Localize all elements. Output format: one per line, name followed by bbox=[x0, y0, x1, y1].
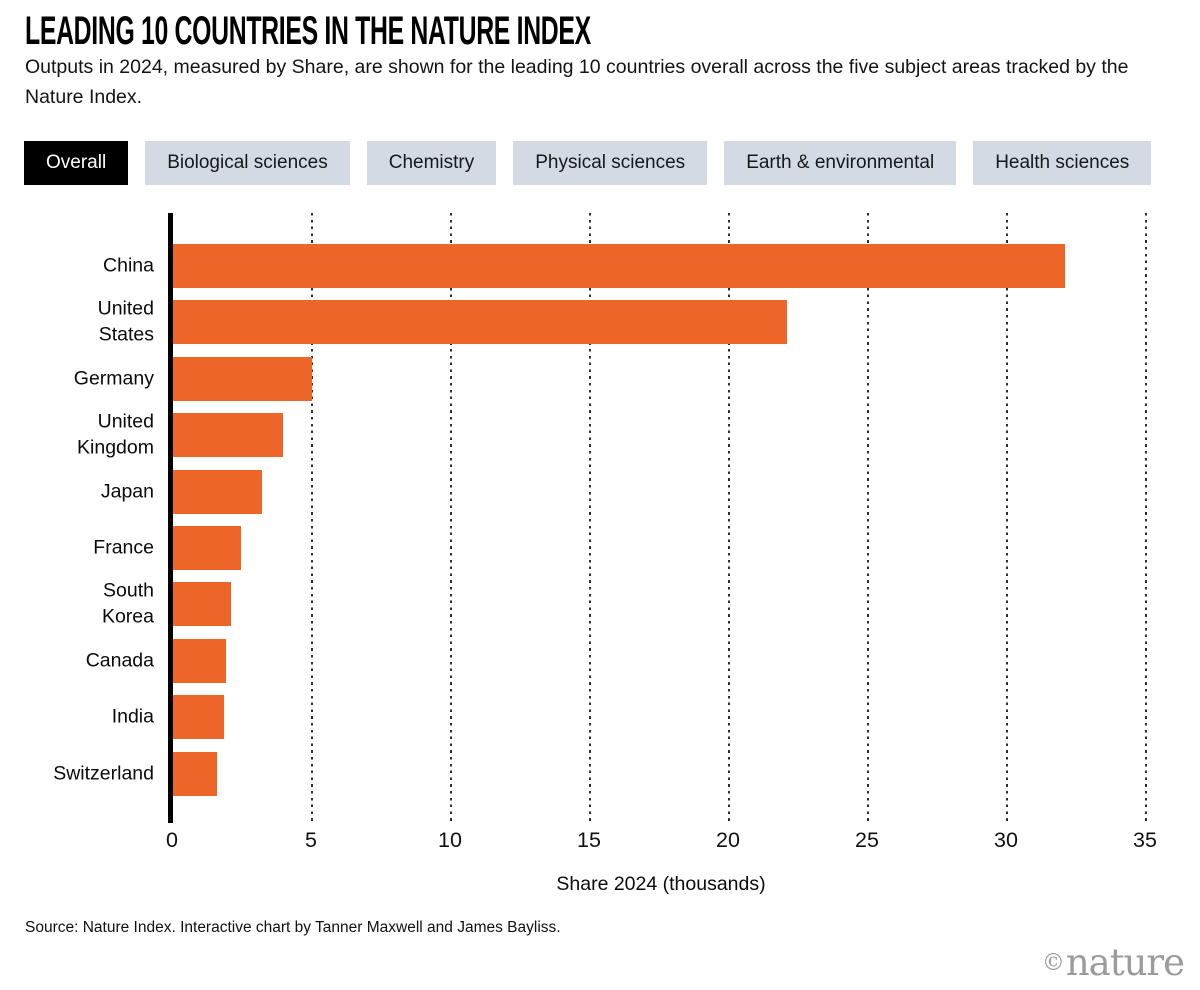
tab-physical-sciences[interactable]: Physical sciences bbox=[513, 141, 708, 185]
category-label-china: China bbox=[103, 254, 154, 277]
category-label-france: France bbox=[93, 536, 154, 559]
x-tick-label-35: 35 bbox=[1133, 828, 1157, 852]
bar-france[interactable] bbox=[173, 526, 242, 570]
gridline-25 bbox=[867, 213, 869, 822]
copyright-mark: © bbox=[1041, 950, 1065, 976]
bar-canada[interactable] bbox=[173, 638, 226, 683]
x-tick-label-20: 20 bbox=[716, 828, 740, 852]
x-tick-label-5: 5 bbox=[305, 828, 317, 852]
bar-south-korea[interactable] bbox=[173, 582, 232, 627]
x-axis-ticks: 0 5 10 15 20 25 30 35 bbox=[166, 828, 1157, 856]
gridline-15 bbox=[589, 213, 591, 822]
y-axis-line bbox=[168, 213, 173, 823]
tab-chemistry[interactable]: Chemistry bbox=[366, 141, 497, 185]
gridline-10 bbox=[450, 213, 452, 822]
tab-health-sciences[interactable]: Health sciences bbox=[973, 141, 1152, 185]
x-tick-label-15: 15 bbox=[577, 828, 601, 852]
plot-area bbox=[168, 213, 1150, 823]
bar-united-states[interactable] bbox=[173, 300, 788, 345]
tab-overall[interactable]: Overall bbox=[24, 141, 129, 185]
nature-logo: ©nature bbox=[1041, 941, 1185, 984]
gridline-20 bbox=[728, 213, 730, 822]
page-subtitle: Outputs in 2024, measured by Share, are … bbox=[25, 56, 1129, 108]
gridline-5 bbox=[311, 213, 313, 822]
nature-logo-text: nature bbox=[1065, 941, 1185, 984]
bar-germany[interactable] bbox=[173, 356, 312, 401]
x-tick-label-10: 10 bbox=[438, 828, 462, 852]
page-title: LEADING 10 COUNTRIES IN THE NATURE INDEX bbox=[25, 9, 591, 53]
category-label-canada: Canada bbox=[85, 649, 154, 672]
source-credit: Source: Nature Index. Interactive chart … bbox=[25, 919, 561, 936]
x-axis-title: Share 2024 (thousands) bbox=[556, 873, 766, 895]
category-label-united-kingdom: United Kingdom bbox=[77, 410, 154, 459]
category-label-germany: Germany bbox=[73, 367, 154, 390]
category-label-japan: Japan bbox=[100, 479, 154, 502]
bar-japan[interactable] bbox=[173, 469, 262, 514]
category-label-united-states: United States bbox=[97, 297, 154, 346]
y-axis-labels: China United States Germany United Kingdom J… bbox=[0, 213, 163, 822]
bar-china[interactable] bbox=[173, 244, 1066, 288]
gridline-35 bbox=[1145, 213, 1147, 822]
x-tick-label-0: 0 bbox=[166, 828, 178, 852]
bar-united-kingdom[interactable] bbox=[173, 413, 283, 458]
x-tick-label-25: 25 bbox=[855, 828, 879, 852]
bar-india[interactable] bbox=[173, 695, 225, 740]
category-label-india: India bbox=[111, 705, 154, 728]
category-label-switzerland: Switzerland bbox=[53, 761, 154, 784]
gridline-30 bbox=[1006, 213, 1008, 822]
tab-earth-environmental[interactable]: Earth & environmental bbox=[724, 141, 957, 185]
x-tick-label-30: 30 bbox=[994, 828, 1018, 852]
category-label-south-korea: South Korea bbox=[101, 579, 154, 628]
tab-biological-sciences[interactable]: Biological sciences bbox=[145, 141, 350, 185]
subject-tabs: Overall Biological sciences Chemistry Physi… bbox=[24, 141, 1152, 185]
bar-switzerland[interactable] bbox=[173, 751, 218, 796]
